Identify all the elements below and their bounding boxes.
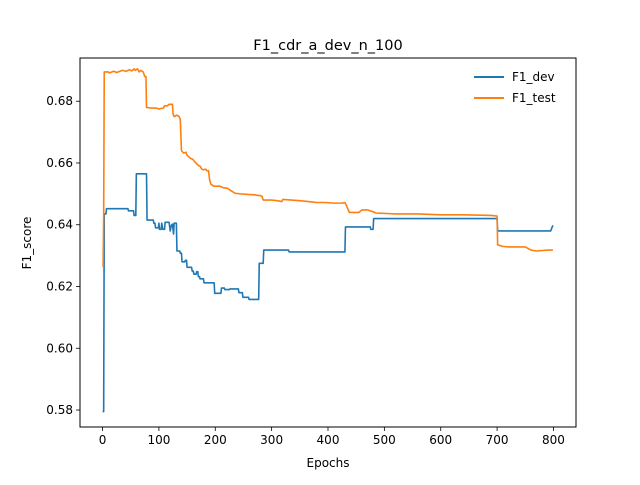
legend: F1_dev F1_test (474, 70, 556, 105)
legend-label-f1-dev: F1_dev (512, 70, 555, 84)
x-tick-label: 600 (429, 433, 452, 447)
x-tick-label: 800 (542, 433, 565, 447)
x-tick-label: 200 (204, 433, 227, 447)
y-tick-label: 0.58 (46, 403, 73, 417)
x-tick-label: 300 (260, 433, 283, 447)
chart-title: F1_cdr_a_dev_n_100 (253, 38, 402, 54)
x-tick-label: 100 (147, 433, 170, 447)
series-lines (102, 68, 554, 413)
x-axis-label: Epochs (307, 456, 350, 470)
y-tick-label: 0.64 (46, 218, 73, 232)
x-tick-label: 500 (373, 433, 396, 447)
y-tick-label: 0.62 (46, 280, 73, 294)
series-line-f1-test (102, 68, 553, 268)
series-line-f1-dev (102, 172, 554, 413)
y-tick-label: 0.68 (46, 94, 73, 108)
y-axis-ticks: 0.58 0.60 0.62 0.64 0.66 0.68 (46, 94, 80, 417)
y-tick-label: 0.60 (46, 341, 73, 355)
x-axis-ticks: 0 100 200 300 400 500 600 700 800 (99, 427, 565, 447)
x-tick-label: 0 (99, 433, 107, 447)
y-tick-label: 0.66 (46, 156, 73, 170)
x-tick-label: 400 (317, 433, 340, 447)
legend-label-f1-test: F1_test (512, 91, 556, 105)
y-axis-label: F1_score (20, 217, 34, 270)
x-tick-label: 700 (486, 433, 509, 447)
